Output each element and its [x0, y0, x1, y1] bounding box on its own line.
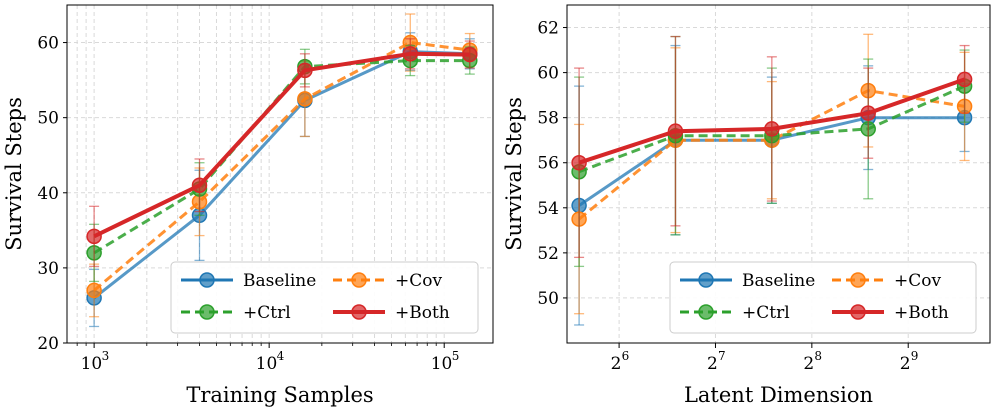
- legend: Baseline +Cov +Ctrl +Both: [170, 261, 479, 334]
- x-tick-label-exponent: 9: [911, 349, 919, 363]
- x-tick-label-exponent: 7: [718, 349, 726, 363]
- legend-swatch-marker: [351, 272, 367, 288]
- y-tick-label: 50: [537, 289, 559, 309]
- legend-item: +Cov: [832, 271, 941, 291]
- legend-label: +Cov: [395, 271, 442, 291]
- legend-swatch-marker: [850, 272, 866, 288]
- x-tick-label-base: 2: [611, 354, 622, 374]
- legend-swatch-marker: [698, 272, 714, 288]
- legend-item: +Ctrl: [181, 303, 291, 323]
- data-point: [402, 46, 419, 62]
- legend-label: +Both: [894, 303, 949, 323]
- series-line: [93, 59, 470, 255]
- x-tick-label-base: 2: [900, 354, 911, 374]
- series-line: [93, 50, 470, 300]
- legend-item: Baseline: [680, 271, 815, 291]
- legend-swatch-marker: [199, 304, 215, 320]
- x-tick-label-exponent: 5: [452, 349, 460, 363]
- x-tick-label-base: 10: [431, 354, 453, 374]
- x-tick-label-base: 2: [707, 354, 718, 374]
- x-axis-label: Training Samples: [186, 383, 373, 407]
- legend: Baseline +Cov +Ctrl +Both: [669, 261, 977, 334]
- legend-item: Baseline: [181, 271, 316, 291]
- data-point: [86, 228, 102, 245]
- legend-label: +Ctrl: [742, 303, 790, 323]
- x-axis-label: Latent Dimension: [684, 383, 873, 407]
- y-tick-label: 52: [537, 244, 559, 264]
- legend-label: Baseline: [742, 271, 815, 291]
- data-point: [764, 121, 780, 137]
- data-point: [297, 91, 313, 107]
- y-tick-label: 20: [37, 334, 59, 354]
- y-axis-label: Survival Steps: [502, 97, 526, 251]
- series-both: [86, 38, 478, 268]
- y-tick-label: 40: [37, 184, 59, 204]
- legend-box: [170, 261, 479, 334]
- legend-swatch-marker: [351, 304, 367, 320]
- x-tick-label-exponent: 6: [622, 349, 630, 363]
- legend-item: +Both: [333, 303, 450, 323]
- x-tick-label-exponent: 8: [814, 349, 822, 363]
- y-tick-label: 62: [537, 19, 559, 39]
- data-point: [956, 71, 973, 88]
- data-point: [860, 105, 876, 121]
- legend-swatch-marker: [698, 304, 714, 320]
- legend-item: +Ctrl: [680, 303, 790, 323]
- y-tick-label: 54: [537, 199, 559, 219]
- y-tick-label: 50: [37, 109, 59, 129]
- data-point: [462, 46, 478, 63]
- y-tick-label: 30: [37, 259, 59, 279]
- series-both: [571, 35, 973, 259]
- y-tick-label: 56: [537, 154, 559, 174]
- legend-label: +Cov: [894, 271, 941, 291]
- data-point: [571, 154, 587, 171]
- data-point: [86, 282, 102, 299]
- legend-label: +Ctrl: [243, 303, 291, 323]
- x-tick-label-base: 10: [81, 354, 103, 374]
- x-tick-label-exponent: 4: [277, 349, 285, 363]
- plot-frame: [566, 4, 991, 344]
- y-tick-label: 58: [537, 109, 559, 129]
- legend-item: +Both: [832, 303, 949, 323]
- legend-box: [669, 261, 977, 334]
- x-tick-label-base: 10: [256, 354, 278, 374]
- data-point: [191, 177, 208, 194]
- y-tick-label: 60: [37, 34, 59, 54]
- x-tick-label-exponent: 3: [102, 349, 110, 363]
- plot-frame: [66, 4, 494, 344]
- series-line: [93, 51, 470, 239]
- x-tick-label-base: 2: [803, 354, 814, 374]
- legend-swatch-marker: [199, 272, 215, 288]
- data-point: [297, 62, 313, 79]
- legend-item: +Cov: [333, 271, 442, 291]
- data-point: [667, 123, 684, 139]
- y-tick-label: 60: [537, 64, 559, 84]
- series-ctrl: [86, 44, 478, 283]
- y-axis-label: Survival Steps: [2, 97, 26, 251]
- legend-label: Baseline: [243, 271, 316, 291]
- legend-swatch-marker: [850, 304, 866, 320]
- legend-label: +Both: [395, 303, 450, 323]
